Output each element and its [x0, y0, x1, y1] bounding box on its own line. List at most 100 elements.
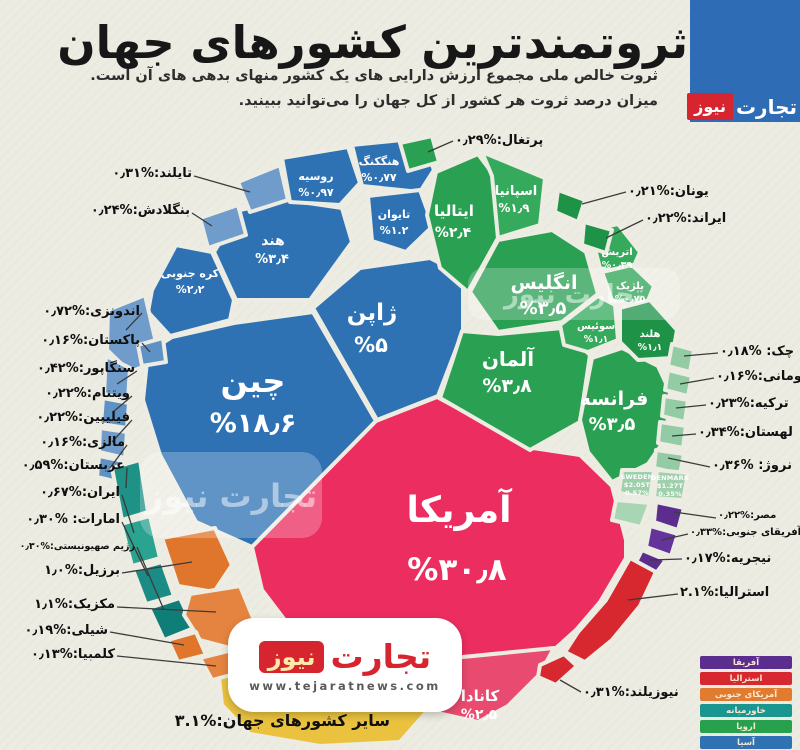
label-taiwan-name: تایوان [378, 208, 410, 221]
label-philippines: فیلیپین:%۰٫۲۲ [36, 410, 130, 425]
cell-england [468, 228, 600, 334]
svg-text:تجارت نیوز: تجارت نیوز [502, 280, 644, 310]
label-norway: نروژ: %۰٫۳۶ [712, 458, 792, 473]
label-australia: استرالیا:%۲.۱ [680, 585, 770, 600]
cell-taiwan [366, 188, 435, 254]
label-denmark-wealth: $1.27T [657, 482, 684, 490]
label-ireland: ایراند:%۰٫۲۲ [645, 211, 727, 226]
label-greece: یونان:%۰٫۲۱ [628, 184, 709, 199]
brand-website: www.tejaratnews.com [249, 679, 441, 693]
cell-spain [480, 150, 547, 240]
cell-portugal [398, 134, 441, 173]
label-indonesia: اندونزی:%۰٫۷۲ [43, 304, 140, 319]
label-china-value: %۱۸٫۶ [210, 408, 297, 439]
legend-item-australia: استرالیا [700, 672, 792, 685]
cell-saudi [110, 458, 150, 522]
subtitle-line2: میزان درصد ثروت هر کشور از کل جهان را می… [238, 92, 658, 109]
cell-bangladesh [198, 203, 248, 250]
label-nigeria: نیجریه:%۰٫۱۷ [684, 551, 772, 566]
label-hongkong-value: %۰٫۷۷ [361, 171, 397, 184]
subtitle-line1: ثروت خالص ملی مجموع ارزش دارایی های یک ک… [90, 68, 658, 84]
label-brazil: برزیل:%۱٫۰ [44, 563, 120, 578]
label-switzerland-value: %۱٫۱ [584, 334, 609, 345]
cell-poland [656, 420, 688, 450]
svg-text:تجارت نیوز: تجارت نیوز [143, 477, 317, 515]
leader-lines [109, 140, 719, 693]
label-italy-name: ایتالیا [434, 202, 474, 220]
label-france-value: %۳٫۵ [589, 414, 636, 435]
label-egypt: مصر:%۰٫۲۲ [718, 510, 777, 521]
cell-uae [131, 560, 176, 606]
label-poland: لهستان:%۰٫۳۴ [698, 425, 793, 440]
cell-ireland [580, 220, 614, 255]
label-spain-name: اسپانیا [495, 184, 538, 199]
legend-item-middle-east: خاورمیانه [700, 704, 792, 717]
label-taiwan-value: %۱.۲ [380, 224, 409, 237]
label-czech: چک: %۰٫۱۸ [720, 344, 795, 359]
watermark-china: تجارت نیوز [140, 452, 322, 538]
label-sweden-value: 0.57% [625, 489, 649, 497]
label-mexico: مکزیک:%۱٫۱ [34, 597, 115, 612]
label-germany-name: آلمان [482, 346, 535, 371]
label-china-name: چین [221, 362, 286, 400]
label-south-africa: آفریقای جنوبی:%۰٫۳۳ [690, 527, 800, 538]
cell-australia [563, 556, 658, 664]
label-france-name: فرانسه [580, 388, 649, 410]
label-chile: شیلی:%۰٫۱۹ [24, 623, 108, 638]
brand-logo-bottom: تجارت نیوز www.tejaratnews.com [228, 618, 462, 712]
label-netherlands-value: %۱٫۱ [638, 342, 663, 353]
cell-czech [666, 342, 696, 374]
label-malaysia: مالزی:%۰٫۱۶ [40, 435, 125, 450]
brand-logo-top: تجارت نیوز [687, 0, 800, 122]
label-bangladesh: بنگلادش:%۰٫۲۴ [90, 203, 190, 218]
label-canada-name: کانادا [461, 687, 500, 705]
label-england-name: انگلیس [510, 271, 577, 294]
label-america-name: آمریکا [407, 487, 514, 531]
cell-iran [119, 514, 162, 568]
label-new-zealand: نیوزیلند:%۰٫۳۱ [583, 685, 679, 700]
label-austria-name: اتریش [601, 247, 632, 258]
cell-south-africa [644, 524, 680, 558]
label-korea-value: %۲٫۲ [176, 283, 205, 296]
label-italy-value: %۲٫۴ [435, 225, 472, 241]
label-romania: رومانی:%۰٫۱۶ [716, 369, 800, 384]
label-america-value: %۳۰٫۸ [407, 552, 507, 588]
cell-greece [553, 188, 587, 224]
label-sweden-name: SWEDEN [621, 473, 654, 481]
cell-europe-small [610, 498, 652, 529]
label-canada-value: %۲٫۵ [461, 707, 498, 723]
label-pakistan: پاکستان:%۰٫۱۶ [41, 333, 140, 348]
watermark-england: تجارت نیوز [468, 268, 680, 320]
brand-name-part2: نیوز [687, 93, 733, 120]
label-netherlands-name: هلند [640, 329, 661, 340]
cell-romania [663, 368, 694, 398]
cell-turkey [660, 394, 690, 424]
label-uae: امارات: %۰٫۳۰ [26, 512, 120, 527]
cell-sweden [617, 468, 656, 500]
legend-item-asia: آسیا [700, 736, 792, 749]
label-singapore: سنگاپور:%۰٫۴۲ [37, 361, 135, 376]
label-denmark-value: 0.35% [658, 490, 682, 498]
brand-name-part1: تجارت [330, 637, 432, 676]
cell-thailand [236, 163, 290, 214]
brand-name-part1: تجارت [735, 94, 797, 119]
label-thailand: تایلند:%۰٫۳۱ [112, 166, 192, 181]
label-india-value: %۳٫۴ [255, 252, 289, 267]
label-austria-value: %۰٫۳۹ [602, 260, 633, 271]
label-turkey: ترکیه:%۰٫۲۳ [708, 396, 789, 411]
label-england-value: %۳٫۵ [520, 298, 567, 319]
chart-subtitle: ثروت خالص ملی مجموع ارزش دارایی های یک ک… [90, 64, 658, 113]
cell-egypt [652, 500, 686, 532]
label-saudi-arabia: عربستان:%۰٫۵۹ [21, 458, 125, 473]
label-hongkong-name: هنگکنگ [359, 154, 400, 168]
label-russia-value: %۰٫۹۷ [298, 186, 334, 199]
cell-brazil [160, 526, 234, 594]
label-iran: ایران:%۰٫۶۷ [40, 485, 120, 500]
region-legend: آفریقا استرالیا آمریکای جنوبی خاورمیانه … [700, 656, 792, 750]
cell-philippines [97, 426, 129, 460]
label-korea-name: کره جنوبی [161, 267, 220, 280]
label-spain-value: %۱٫۹ [498, 201, 530, 215]
label-vietnam: ویتنام:%۰٫۲۲ [45, 386, 130, 401]
brand-name-part2: نیوز [258, 640, 325, 673]
